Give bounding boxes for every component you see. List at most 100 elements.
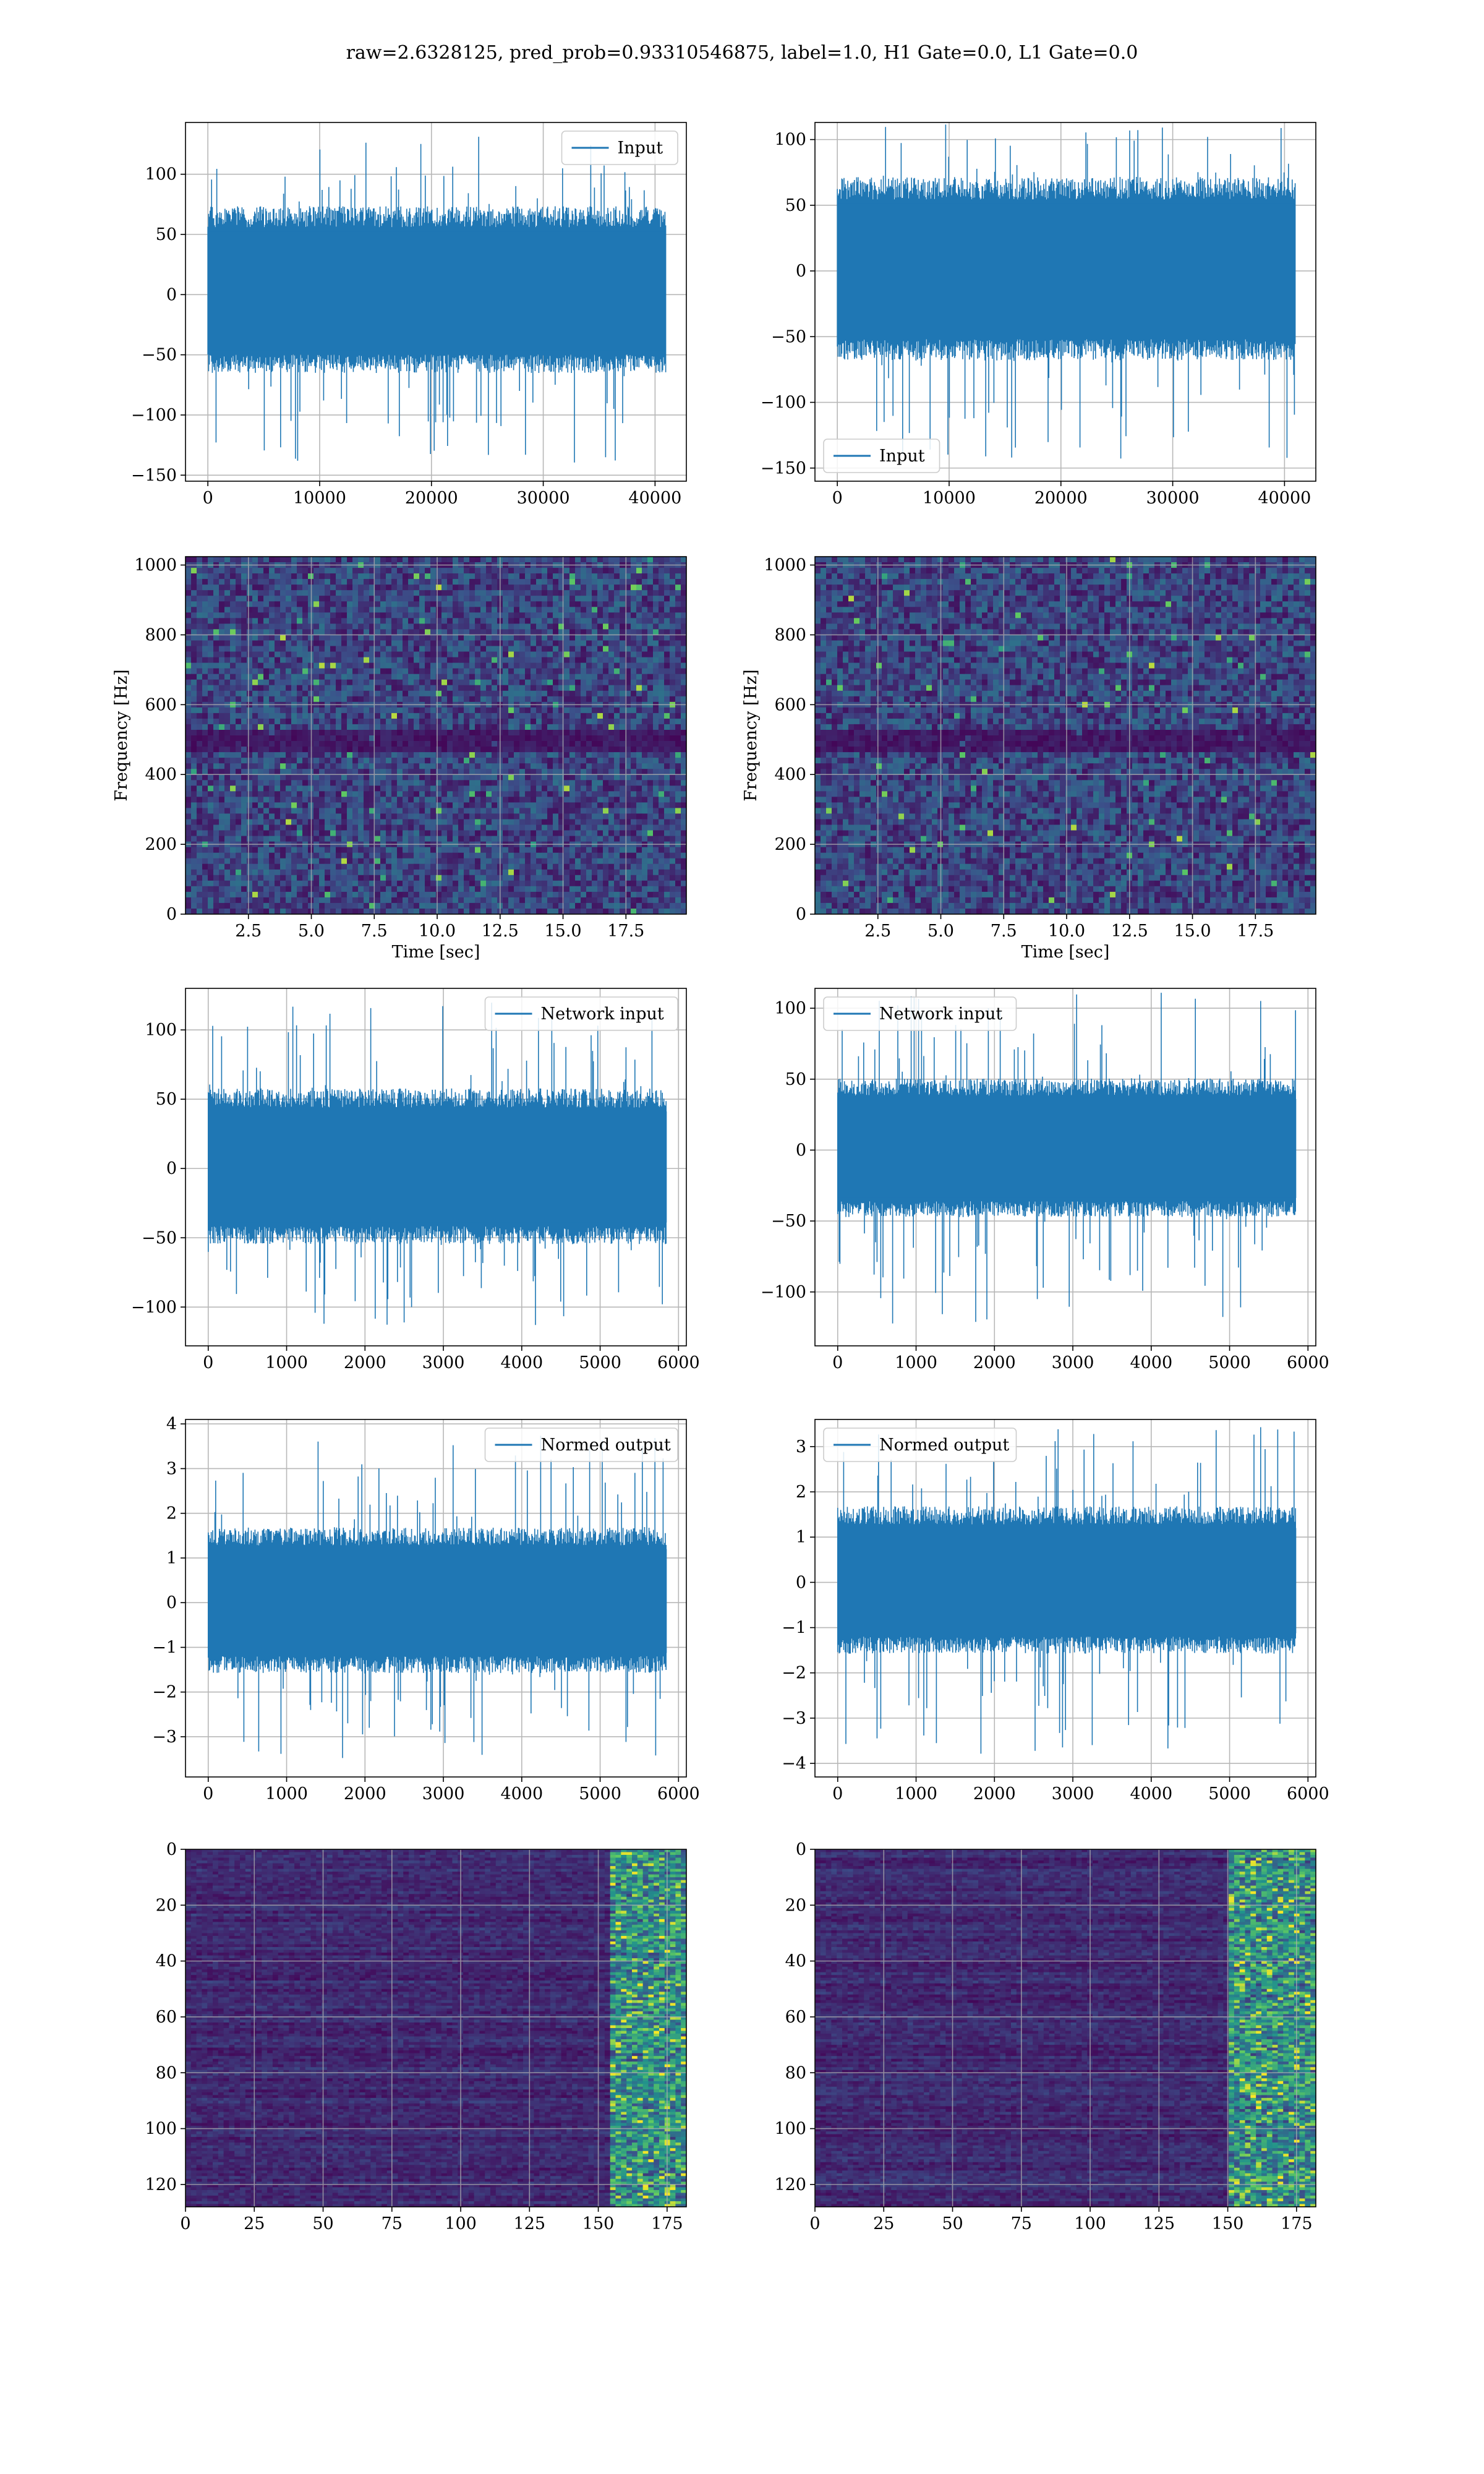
- y-tick-label: 0: [166, 1159, 177, 1178]
- axes-frame: [185, 122, 687, 482]
- legend-label: Normed output: [541, 1436, 671, 1455]
- y-axis-label: Frequency [Hz]: [741, 669, 761, 801]
- y-axis-label: Frequency [Hz]: [112, 669, 131, 801]
- x-tick-label: 6000: [1287, 1353, 1329, 1372]
- axes-frame: [814, 1419, 1316, 1778]
- y-tick-label: 0: [796, 262, 806, 281]
- x-tick-label: 5000: [1208, 1784, 1251, 1804]
- plot-area: [186, 557, 686, 914]
- x-tick-label: 0: [180, 2214, 190, 2233]
- y-tick-label: −100: [131, 406, 177, 425]
- y-tick-label: 1000: [764, 556, 806, 575]
- y-tick-label: 80: [156, 2063, 177, 2082]
- legend: Input: [823, 439, 940, 473]
- y-tick-label: −150: [761, 459, 806, 478]
- x-tick-label: 2.5: [235, 922, 262, 941]
- x-tick-label: 40000: [628, 489, 681, 508]
- heatmap-image: [186, 557, 686, 914]
- y-tick-label: 2: [796, 1483, 806, 1502]
- y-tick-label: 40: [156, 1952, 177, 1971]
- x-tick-label: 150: [582, 2214, 615, 2233]
- y-tick-label: 100: [774, 999, 806, 1018]
- x-tick-label: 10.0: [1048, 922, 1085, 941]
- legend: Input: [561, 131, 678, 165]
- legend: Normed output: [484, 1427, 678, 1462]
- axes-frame: [814, 122, 1316, 482]
- plot-area: [815, 1849, 1316, 2207]
- heatmap-image: [815, 557, 1316, 914]
- y-tick-label: 40: [785, 1952, 806, 1971]
- series-input: [837, 124, 1296, 459]
- x-tick-label: 100: [1074, 2214, 1106, 2233]
- y-tick-label: 0: [796, 1840, 806, 1859]
- x-tick-label: 4000: [1130, 1353, 1172, 1372]
- x-tick-label: 0: [832, 489, 843, 508]
- x-tick-label: 4000: [1130, 1784, 1172, 1804]
- y-tick-label: 100: [145, 1021, 177, 1040]
- series-input: [207, 137, 667, 463]
- legend-box: [823, 996, 1017, 1031]
- y-tick-label: 600: [774, 695, 806, 714]
- x-tick-label: 4000: [500, 1353, 543, 1372]
- subplot-input-right: 0 10000 20000 30000 40000 −150 −100 −50 0 50 100 In…: [761, 122, 1316, 508]
- figure-suptitle: raw=2.6328125, pred_prob=0.93310546875, …: [0, 42, 1484, 64]
- x-tick-label: 1000: [265, 1784, 308, 1804]
- axes-frame: [185, 556, 687, 915]
- x-tick-label: 40000: [1258, 489, 1311, 508]
- subplot-activation-right: 0 25 50 75 100 125 150 175 0 20 40 60 80 100 120: [774, 1840, 1316, 2233]
- x-tick-label: 5000: [579, 1784, 621, 1804]
- x-tick-label: 3000: [1052, 1353, 1094, 1372]
- y-tick-label: 0: [166, 1840, 177, 1859]
- y-tick-label: 200: [774, 835, 806, 854]
- legend-label: Network input: [879, 1004, 1002, 1024]
- x-tick-label: 2000: [973, 1353, 1016, 1372]
- grid-lines: [186, 1849, 686, 2207]
- grid-lines: [815, 557, 1316, 914]
- x-tick-label: 3000: [1052, 1784, 1094, 1804]
- y-tick-label: −4: [782, 1754, 806, 1773]
- axis-ticks: 0 25 50 75 100 125 150 175 0 20 40 60 80 100 120: [774, 1840, 1312, 2233]
- series-normed-output: [208, 1436, 667, 1758]
- axis-ticks: 0 1000 2000 3000 4000 5000 6000 −4 −3 −2 −1 0 1 2 3: [782, 1437, 1329, 1804]
- x-tick-label: 10.0: [419, 922, 456, 941]
- legend-label: Input: [879, 447, 925, 466]
- x-tick-label: 7.5: [361, 922, 388, 941]
- y-tick-label: −150: [131, 466, 177, 485]
- y-tick-label: 0: [166, 1593, 177, 1612]
- x-axis-label: Time [sec]: [1021, 943, 1110, 962]
- y-tick-label: −3: [152, 1727, 177, 1747]
- legend-box: [484, 1427, 678, 1462]
- x-tick-label: 175: [1281, 2214, 1313, 2233]
- y-tick-label: 100: [774, 131, 806, 150]
- x-tick-label: 1000: [895, 1353, 937, 1372]
- plot-area: [815, 122, 1316, 481]
- axis-ticks: 0 1000 2000 3000 4000 5000 6000 −3 −2 −1 0 1 2 3 4: [152, 1415, 699, 1804]
- y-tick-label: 60: [156, 2008, 177, 2027]
- y-tick-label: 50: [785, 196, 806, 215]
- legend-box: [484, 996, 678, 1031]
- y-tick-label: 100: [145, 2120, 177, 2139]
- x-tick-label: 175: [651, 2214, 683, 2233]
- y-tick-label: −1: [782, 1619, 806, 1638]
- axis-ticks: 0 1000 2000 3000 4000 5000 6000 −100 −50 0 50 100: [761, 999, 1329, 1372]
- axis-ticks: 2.5 5.0 7.5 10.0 12.5 15.0 17.5 0 200 400 600 800 10…: [134, 556, 644, 941]
- x-tick-label: 0: [203, 489, 213, 508]
- y-tick-label: −100: [131, 1298, 177, 1317]
- legend-box: [823, 439, 940, 473]
- axes-frame: [185, 988, 687, 1346]
- y-tick-label: −100: [761, 1283, 806, 1302]
- x-tick-label: 2000: [344, 1784, 386, 1804]
- x-tick-label: 5.0: [927, 922, 954, 941]
- y-tick-label: 120: [774, 2175, 806, 2194]
- x-tick-label: 15.0: [1174, 922, 1211, 941]
- axes-frame: [814, 988, 1316, 1346]
- plot-area: [186, 1419, 686, 1777]
- y-tick-label: 400: [774, 765, 806, 784]
- x-tick-label: 100: [445, 2214, 477, 2233]
- y-tick-label: 3: [166, 1459, 177, 1478]
- legend: Network input: [823, 996, 1017, 1031]
- y-tick-label: 800: [145, 625, 177, 644]
- x-tick-label: 15.0: [544, 922, 581, 941]
- y-tick-label: 600: [145, 695, 177, 714]
